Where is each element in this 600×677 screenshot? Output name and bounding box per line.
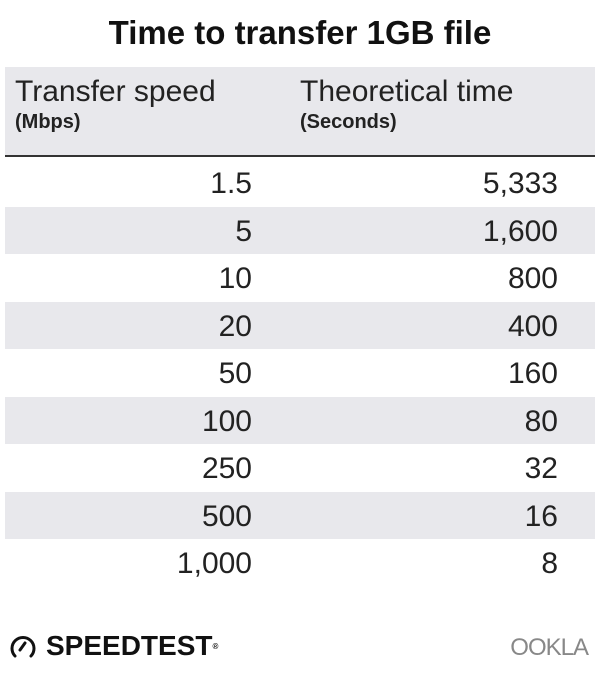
table-row: 250 32	[5, 444, 595, 491]
speedtest-wordmark: SPEEDTEST	[46, 630, 213, 661]
table-row: 5 1,600	[5, 206, 595, 254]
time-cell: 400	[507, 309, 558, 343]
header-speed-label: Transfer speed	[15, 75, 216, 108]
header-speed: Transfer speed (Mbps)	[15, 75, 216, 134]
time-cell: 800	[507, 262, 558, 295]
speed-cell: 500	[201, 499, 252, 533]
table-row: 20 400	[5, 301, 595, 349]
speed-cell: 1.5	[210, 167, 252, 200]
time-cell: 8	[541, 547, 558, 580]
speed-cell: 20	[218, 309, 252, 343]
gauge-icon	[10, 636, 36, 658]
time-cell: 80	[524, 404, 558, 438]
time-cell: 160	[507, 357, 558, 390]
table-header: Transfer speed (Mbps) Theoretical time (Se…	[5, 67, 595, 157]
table-row: 1.5 5,333	[5, 159, 595, 206]
speed-cell: 250	[201, 452, 252, 485]
table-row: 100 80	[5, 396, 595, 444]
speedtest-logo: SPEEDTEST ®	[8, 630, 218, 662]
ookla-logo: OOKLA	[510, 634, 589, 661]
time-cell: 16	[524, 499, 558, 533]
table-row: 1,000 8	[5, 539, 595, 586]
speed-cell: 50	[218, 357, 252, 390]
table-row: 500 16	[5, 491, 595, 539]
table-row: 50 160	[5, 349, 595, 396]
speed-cell: 100	[201, 404, 252, 438]
table-row: 10 800	[5, 254, 595, 301]
header-time-label: Theoretical time	[300, 75, 514, 108]
header-time: Theoretical time (Seconds)	[300, 75, 513, 134]
speed-cell: 5	[235, 214, 252, 248]
time-cell: 5,333	[482, 167, 558, 200]
time-cell: 32	[524, 452, 558, 485]
time-cell: 1,600	[482, 214, 558, 248]
chart-title: Time to transfer 1GB file	[108, 14, 492, 51]
header-speed-unit: (Mbps)	[15, 111, 81, 133]
header-time-unit: (Seconds)	[300, 111, 397, 133]
speed-cell: 1,000	[176, 547, 252, 580]
speed-cell: 10	[218, 262, 252, 295]
